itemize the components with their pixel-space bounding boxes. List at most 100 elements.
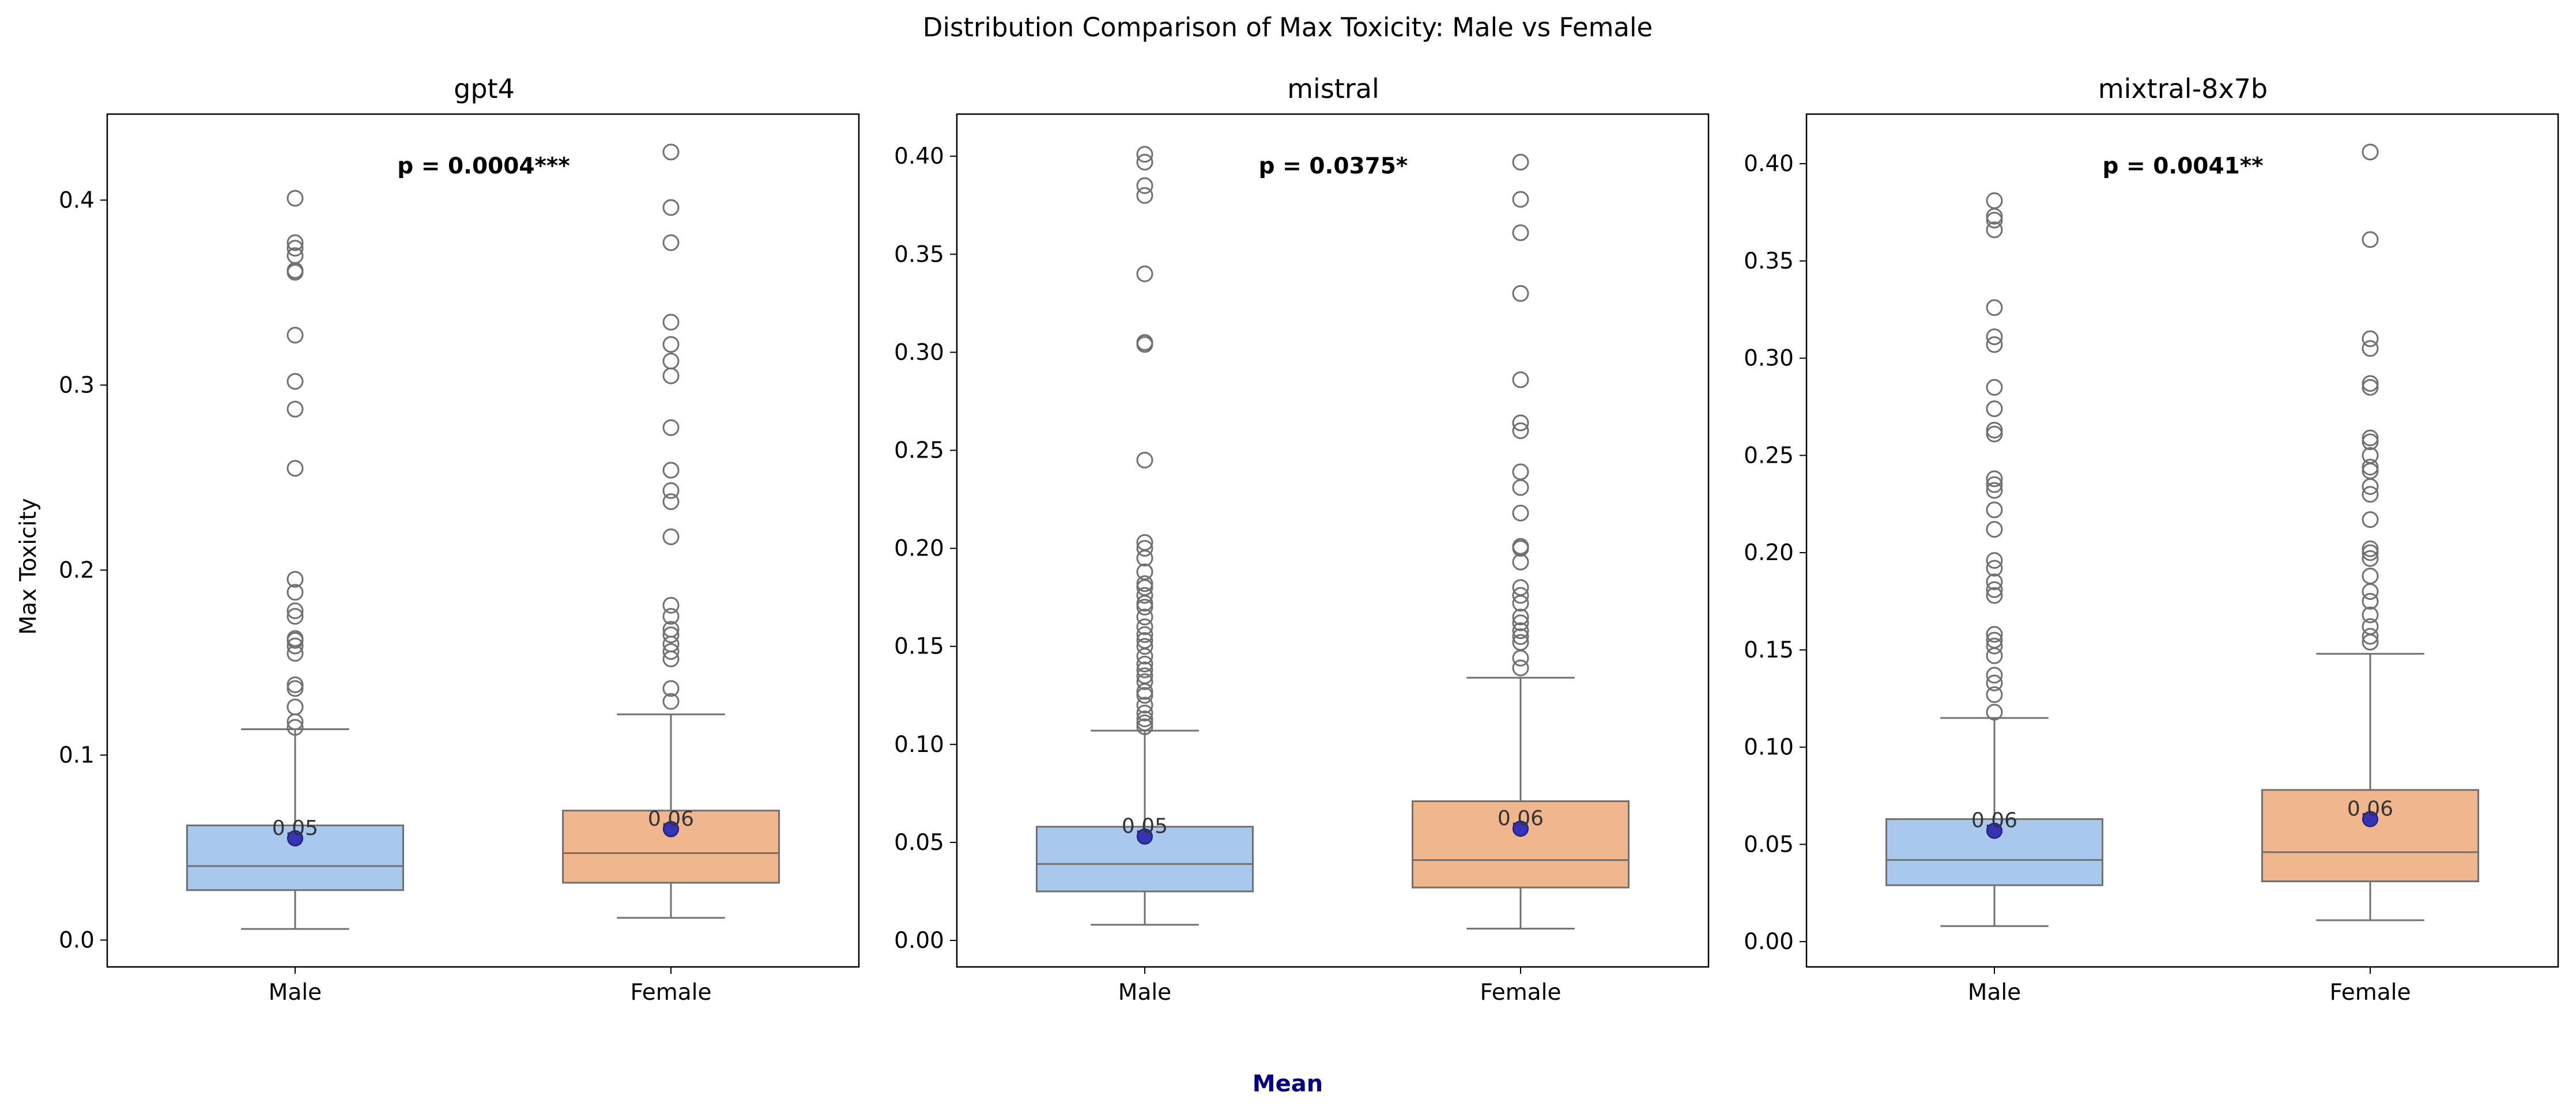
outlier-point [2362,340,2379,357]
outlier-point [286,190,304,207]
y-tick-label: 0.35 [894,241,944,267]
y-tick-label: 0.30 [1744,346,1794,372]
y-tick-label: 0.2 [59,557,95,583]
axes-frame [106,113,860,968]
outlier-point [1136,563,1153,580]
axes-frame [956,113,1710,968]
mean-value-label: 0.05 [272,817,318,840]
mean-value-label: 0.06 [1498,807,1544,830]
outlier-point [662,680,680,697]
outlier-point [662,367,680,384]
outlier-point [1136,710,1153,728]
outlier-point [1136,632,1153,649]
outlier-point [286,234,304,251]
y-tick-label: 0.25 [1744,443,1794,468]
outlier-point [1136,146,1153,163]
outlier-point [1512,371,1529,388]
outlier-point [662,621,680,638]
outlier-point [662,234,680,251]
outlier-point [1512,628,1529,645]
outlier-point [1512,538,1529,555]
outlier-point [286,400,304,418]
outlier-point [662,353,680,370]
panel-mistral: mistral p = 0.0375* 0.00 0.05 0.10 0.15 0.20… [894,73,1710,1006]
outlier-point [1986,192,2003,209]
outlier-point [1512,414,1529,432]
panel-title: mixtral-8x7b [2098,73,2268,104]
outlier-point [1512,634,1529,651]
y-tick-label: 0.15 [1744,637,1794,663]
outlier-point [1136,718,1153,735]
outlier-point [2362,544,2379,561]
outlier-point [1986,637,2003,655]
mean-marker [287,830,303,846]
outlier-point [1136,655,1153,672]
outlier-point [1986,425,2003,443]
outlier-point [1136,177,1153,194]
x-tick-label: Male [269,980,322,1006]
y-tick-label: 0.00 [894,928,944,954]
outlier-point [1512,224,1529,241]
outlier-point [2362,231,2379,248]
outlier-point [2362,375,2379,392]
legend-mean-label: Mean [1253,1071,1323,1097]
x-tick-label: Male [1118,980,1171,1006]
outlier-point [1986,336,2003,353]
y-tick-label: 0.10 [1744,735,1794,761]
outlier-point [1136,687,1153,704]
outlier-point [1512,659,1529,676]
y-tick-label: 0.15 [894,634,944,660]
outlier-point [286,602,304,619]
outlier-point [286,680,304,697]
outlier-point [1136,626,1153,643]
outlier-point [662,462,680,479]
outlier-point [1136,452,1153,469]
outlier-point [1986,667,2003,684]
outlier-point [1986,299,2003,316]
outlier-point [1986,581,2003,598]
outlier-point [662,313,680,331]
outlier-point [1986,704,2003,721]
outlier-point [1986,552,2003,569]
outlier-point [1986,221,2003,239]
outlier-point [1136,153,1153,171]
outlier-point [1986,674,2003,691]
box-female [1412,800,1630,889]
y-axis-label: Max Toxicity [16,498,42,634]
outlier-point [2362,459,2379,476]
y-tick-label: 0.20 [1744,540,1794,566]
outlier-point [662,482,680,499]
outlier-point [286,608,304,625]
outlier-point [1136,599,1153,616]
outlier-point [2362,486,2379,503]
y-tick-label: 0.30 [894,339,944,365]
p-value-annotation: p = 0.0041** [2102,153,2263,179]
y-tick-label: 0.40 [894,143,944,169]
outlier-point [1512,463,1529,481]
outlier-point [1136,662,1153,679]
outlier-point [1512,608,1529,626]
outlier-point [662,528,680,546]
outlier-point [1136,334,1153,351]
outlier-point [1986,632,2003,649]
outlier-point [1986,470,2003,487]
panel-mixtral-8x7b: mixtral-8x7b p = 0.0041** 0.00 0.05 0.10 0.… [1744,73,2559,1006]
outlier-point [1986,482,2003,499]
outlier-point [662,199,680,216]
x-tick-label: Female [630,980,711,1006]
y-tick-label: 0.4 [59,187,95,213]
outlier-point [1136,667,1153,685]
y-tick-label: 0.10 [894,732,944,758]
outlier-point [2362,143,2379,161]
outlier-point [2362,462,2379,479]
axes-frame [1805,113,2559,968]
box-female [2261,789,2479,882]
outlier-point [286,676,304,693]
y-tick-label: 0.35 [1744,248,1794,274]
outlier-point [1512,422,1529,439]
outlier-point [1136,587,1153,604]
outlier-point [286,719,304,736]
outlier-point [662,596,680,614]
outlier-point [1986,560,2003,577]
outlier-point [1986,211,2003,229]
